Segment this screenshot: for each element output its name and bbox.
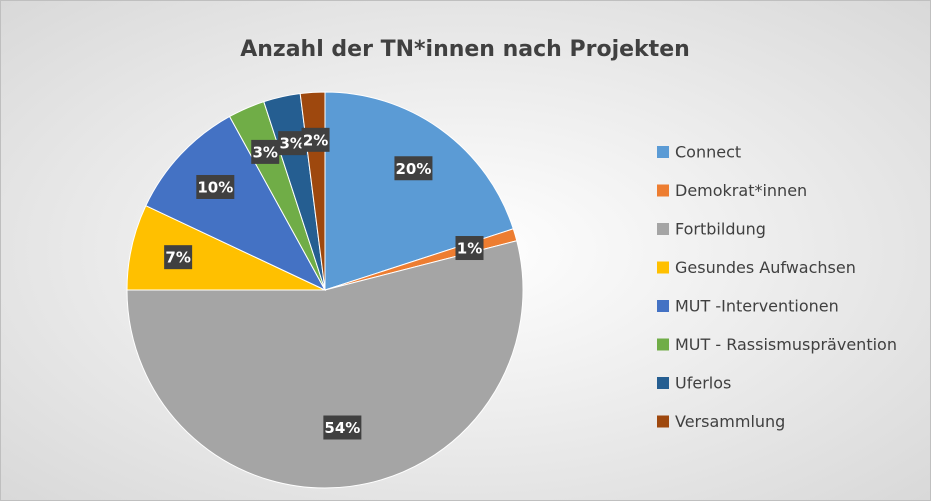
legend-label: Versammlung — [675, 412, 785, 431]
legend-label: Fortbildung — [675, 220, 766, 239]
pie-slice — [126, 240, 524, 489]
data-label-box — [164, 245, 193, 270]
data-label: 10% — [197, 178, 233, 196]
data-label: 1% — [457, 240, 482, 258]
data-label: 3% — [253, 143, 278, 161]
legend-label: Connect — [675, 143, 741, 162]
data-label: 3% — [279, 135, 304, 153]
legend-swatch — [657, 338, 669, 351]
legend-label: Demokrat*innen — [675, 181, 807, 200]
data-label: 54% — [324, 419, 360, 437]
legend-label: Uferlos — [675, 374, 731, 393]
legend-label: MUT -Interventionen — [675, 297, 839, 316]
legend-swatch — [657, 184, 669, 197]
data-label-box — [455, 236, 484, 261]
data-label: 20% — [395, 160, 431, 178]
legend-swatch — [657, 146, 669, 158]
chart-title: Anzahl der TN*innen nach Projekten — [240, 37, 690, 62]
data-label-box — [278, 131, 307, 156]
legend-label: Gesundes Aufwachsen — [675, 258, 856, 277]
legend-swatch — [657, 261, 669, 274]
data-label: 2% — [303, 131, 328, 149]
data-label-box — [323, 415, 362, 440]
legend-swatch — [657, 377, 669, 389]
legend-label: MUT - Rassismusprävention — [675, 335, 897, 354]
data-label-box — [394, 156, 433, 181]
data-label-box — [196, 174, 235, 199]
pie-slice — [145, 115, 327, 292]
legend-swatch — [657, 300, 669, 312]
data-label-box — [251, 139, 280, 164]
data-label: 7% — [165, 249, 190, 267]
legend-swatch — [657, 223, 669, 235]
data-label-box — [301, 127, 330, 152]
legend-swatch — [657, 415, 669, 428]
